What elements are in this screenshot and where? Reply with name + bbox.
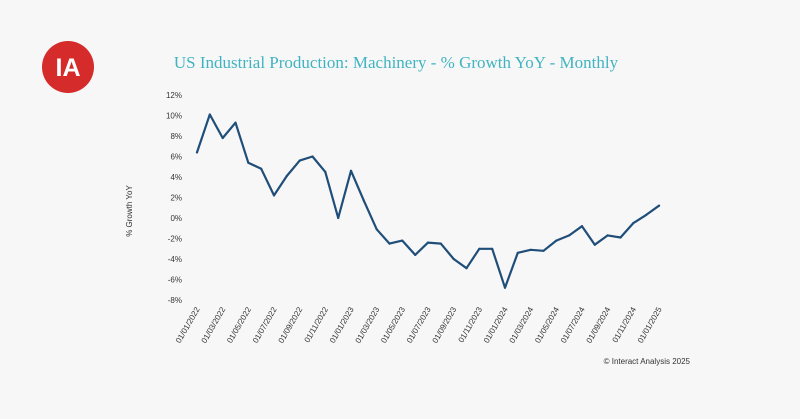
data-point — [657, 204, 661, 207]
y-tick-label: 10% — [166, 112, 182, 121]
x-tick-label: 01/09/2022 — [277, 305, 305, 345]
data-point — [414, 253, 417, 256]
x-axis-ticks: 01/01/202201/03/202201/05/202201/07/2022… — [174, 305, 664, 345]
x-tick-label: 01/09/2023 — [431, 305, 459, 345]
data-point — [452, 257, 455, 261]
data-point — [311, 155, 314, 158]
data-point — [337, 216, 340, 220]
x-tick-label: 01/07/2023 — [405, 305, 433, 345]
data-points — [195, 113, 661, 289]
x-tick-label: 01/03/2023 — [354, 305, 382, 345]
x-tick-label: 01/09/2024 — [585, 305, 613, 345]
x-tick-label: 01/05/2024 — [533, 305, 561, 345]
y-tick-label: -8% — [168, 296, 182, 305]
data-point — [529, 248, 532, 251]
x-tick-label: 01/11/2022 — [303, 305, 331, 344]
x-tick-label: 01/01/2025 — [636, 305, 664, 345]
data-point — [593, 243, 596, 246]
x-tick-label: 01/11/2023 — [457, 305, 485, 344]
data-point — [388, 242, 391, 245]
data-point — [324, 170, 327, 173]
x-tick-label: 01/03/2024 — [508, 305, 536, 345]
data-point — [645, 213, 648, 216]
y-tick-label: 12% — [166, 91, 182, 100]
data-point — [375, 228, 378, 231]
data-point — [298, 159, 301, 162]
data-point — [516, 251, 519, 254]
data-point — [568, 234, 571, 237]
y-tick-label: -4% — [168, 255, 182, 264]
x-tick-label: 01/01/2022 — [174, 305, 202, 345]
data-point — [208, 113, 211, 116]
data-point — [272, 194, 276, 197]
data-point — [606, 234, 609, 237]
y-tick-label: 6% — [170, 153, 182, 162]
data-point — [362, 199, 365, 202]
x-tick-label: 01/07/2022 — [251, 305, 279, 345]
data-point — [234, 121, 237, 124]
data-point — [555, 239, 558, 242]
data-point — [491, 247, 494, 250]
logo-text: IA — [56, 54, 81, 82]
y-tick-label: -2% — [168, 235, 182, 244]
data-point — [221, 136, 224, 140]
data-point — [260, 167, 263, 170]
data-point — [195, 151, 199, 154]
data-point — [632, 222, 635, 225]
series-line — [195, 113, 661, 289]
data-point — [580, 225, 584, 228]
data-point — [542, 249, 545, 252]
y-tick-label: 0% — [170, 214, 182, 223]
copyright-text: © Interact Analysis 2025 — [604, 357, 691, 366]
y-axis-label: % Growth YoY — [125, 185, 134, 237]
x-tick-label: 01/01/2024 — [482, 305, 510, 345]
data-point — [401, 239, 404, 242]
y-tick-label: 4% — [170, 173, 182, 182]
y-tick-label: 2% — [170, 194, 182, 203]
x-tick-label: 01/07/2024 — [559, 305, 587, 345]
y-axis-ticks: 12% 10% 8% 6% 4% 2% 0% -2% -4% -6% -8% — [166, 91, 182, 305]
logo-circle — [42, 41, 94, 93]
x-tick-label: 01/03/2022 — [200, 305, 228, 345]
data-point — [426, 241, 430, 244]
data-point — [439, 242, 442, 245]
logo: IA — [42, 41, 94, 93]
data-point — [247, 161, 250, 164]
data-point — [619, 236, 622, 239]
data-point — [465, 267, 468, 270]
data-point — [349, 169, 353, 172]
y-tick-label: -6% — [168, 276, 182, 285]
data-point — [503, 286, 507, 289]
x-tick-label: 01/05/2023 — [379, 305, 407, 345]
x-tick-label: 01/11/2024 — [611, 305, 639, 344]
data-point — [478, 247, 481, 250]
data-point — [285, 174, 288, 178]
x-tick-label: 01/01/2023 — [328, 305, 356, 345]
x-tick-label: 01/05/2022 — [225, 305, 253, 345]
chart-title: US Industrial Production: Machinery - % … — [174, 53, 619, 72]
y-tick-label: 8% — [170, 132, 182, 141]
